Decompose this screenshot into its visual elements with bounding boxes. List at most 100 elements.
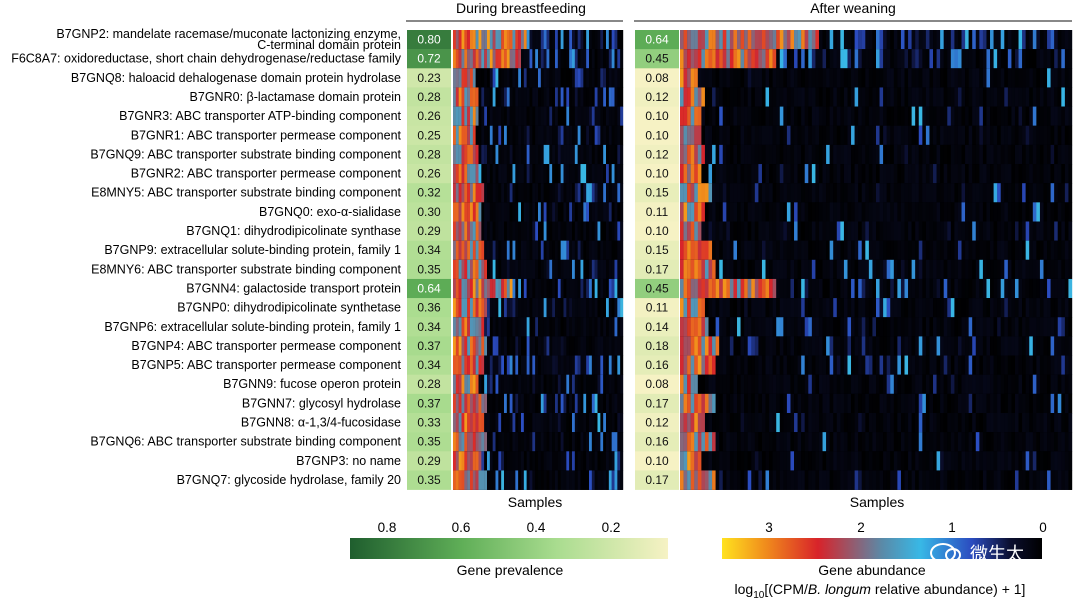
heatmap-cell xyxy=(794,30,798,50)
heatmap-cell xyxy=(614,317,618,337)
heatmap-cell xyxy=(526,87,530,107)
heatmap-cell xyxy=(583,413,587,433)
heatmap-cell xyxy=(1054,68,1058,88)
heatmap-cell xyxy=(594,221,598,241)
heatmap-cell xyxy=(719,144,723,165)
heatmap-cell xyxy=(808,432,813,452)
heatmap-cell xyxy=(897,87,902,107)
heatmap-cell xyxy=(726,106,731,127)
heatmap-cell xyxy=(972,30,976,50)
heatmap-cell xyxy=(886,202,891,222)
heatmap-cell xyxy=(484,451,488,471)
heatmap-cell xyxy=(591,144,595,165)
heatmap-cell xyxy=(961,68,966,88)
heatmap-cell xyxy=(594,125,598,146)
heatmap-cell xyxy=(726,470,731,490)
heatmap-cell xyxy=(504,374,508,395)
heatmap-cell xyxy=(822,164,827,184)
heatmap-cell xyxy=(455,183,459,203)
heatmap-cell xyxy=(518,68,522,88)
heatmap-cell xyxy=(783,259,788,280)
heatmap-cell xyxy=(481,183,485,203)
heatmap-cell xyxy=(769,221,773,241)
heatmap-cell xyxy=(982,240,987,261)
heatmap-cell xyxy=(979,432,984,452)
heatmap-cell xyxy=(965,221,969,241)
heatmap-cell xyxy=(769,49,773,69)
heatmap-cell xyxy=(552,355,556,375)
heatmap-cell xyxy=(461,451,465,471)
heatmap-cell xyxy=(758,317,763,337)
heatmap-cell xyxy=(815,49,820,69)
heatmap-cell xyxy=(879,278,884,299)
heatmap-cell xyxy=(754,30,759,50)
heatmap-cell xyxy=(979,298,984,318)
heatmap-cell xyxy=(990,317,994,337)
heatmap-cell xyxy=(603,317,607,337)
heatmap-cell xyxy=(526,451,530,471)
heatmap-cell xyxy=(765,374,770,395)
heatmap-cell xyxy=(1047,87,1051,107)
gene-label-line2: C-terminal domain protein xyxy=(257,38,401,52)
heatmap-cell xyxy=(708,432,713,452)
heatmap-cell xyxy=(779,413,784,433)
heatmap-cell xyxy=(1061,144,1066,165)
heatmap-cell xyxy=(577,125,581,146)
heatmap-cell xyxy=(475,221,479,241)
prevalence-value: 0.26 xyxy=(417,167,441,181)
heatmap-cell xyxy=(758,202,763,222)
heatmap-cell xyxy=(523,144,527,165)
heatmap-cell xyxy=(957,259,962,280)
gene-label: B7GNR0: β-lactamase domain protein xyxy=(190,90,401,104)
heatmap-cell xyxy=(826,183,830,203)
heatmap-cell xyxy=(826,374,830,395)
heatmap-cell xyxy=(861,106,866,127)
heatmap-cell xyxy=(518,259,522,280)
heatmap-cell xyxy=(701,317,706,337)
heatmap-cell xyxy=(729,106,734,127)
heatmap-cell xyxy=(617,278,621,299)
heatmap-cell xyxy=(526,68,530,88)
heatmap-cell xyxy=(865,144,870,165)
heatmap-cell xyxy=(833,432,837,452)
heatmap-cell xyxy=(687,221,691,241)
heatmap-cell xyxy=(478,144,482,165)
heatmap-cell xyxy=(1047,259,1051,280)
heatmap-cell xyxy=(504,432,508,452)
heatmap-cell xyxy=(697,336,702,356)
heatmap-cell xyxy=(986,432,991,452)
heatmap-cell xyxy=(1014,278,1019,299)
heatmap-cell xyxy=(518,87,522,107)
heatmap-cell xyxy=(744,413,748,433)
heatmap-cell xyxy=(535,202,539,222)
heatmap-cell xyxy=(1036,336,1041,356)
heatmap-cell xyxy=(815,470,820,490)
heatmap-cell xyxy=(521,413,525,433)
heatmap-cell xyxy=(1029,413,1033,433)
heatmap-cell xyxy=(506,317,510,337)
heatmap-cell xyxy=(464,183,468,203)
heatmap-cell xyxy=(580,336,584,356)
heatmap-cell xyxy=(1054,144,1058,165)
heatmap-cell xyxy=(915,317,919,337)
heatmap-cell xyxy=(797,87,802,107)
heatmap-cell xyxy=(1039,87,1044,107)
heatmap-cell xyxy=(586,202,590,222)
heatmap-cell xyxy=(577,451,581,471)
heatmap-cell xyxy=(908,259,912,280)
heatmap-cell xyxy=(943,221,948,241)
heatmap-cell xyxy=(583,202,587,222)
heatmap-cell xyxy=(492,106,496,127)
prevalence-value: 0.12 xyxy=(645,90,669,104)
heatmap-cell xyxy=(458,87,462,107)
heatmap-cell xyxy=(986,259,991,280)
prevalence-cell xyxy=(407,336,451,356)
heatmap-cell xyxy=(683,470,688,490)
heatmap-cell xyxy=(566,470,570,490)
heatmap-cell xyxy=(487,317,491,337)
heatmap-cell xyxy=(922,221,927,241)
heatmap-cell xyxy=(957,413,962,433)
heatmap-cell xyxy=(940,68,944,88)
heatmap-cell xyxy=(687,451,691,471)
heatmap-cell xyxy=(543,393,547,414)
